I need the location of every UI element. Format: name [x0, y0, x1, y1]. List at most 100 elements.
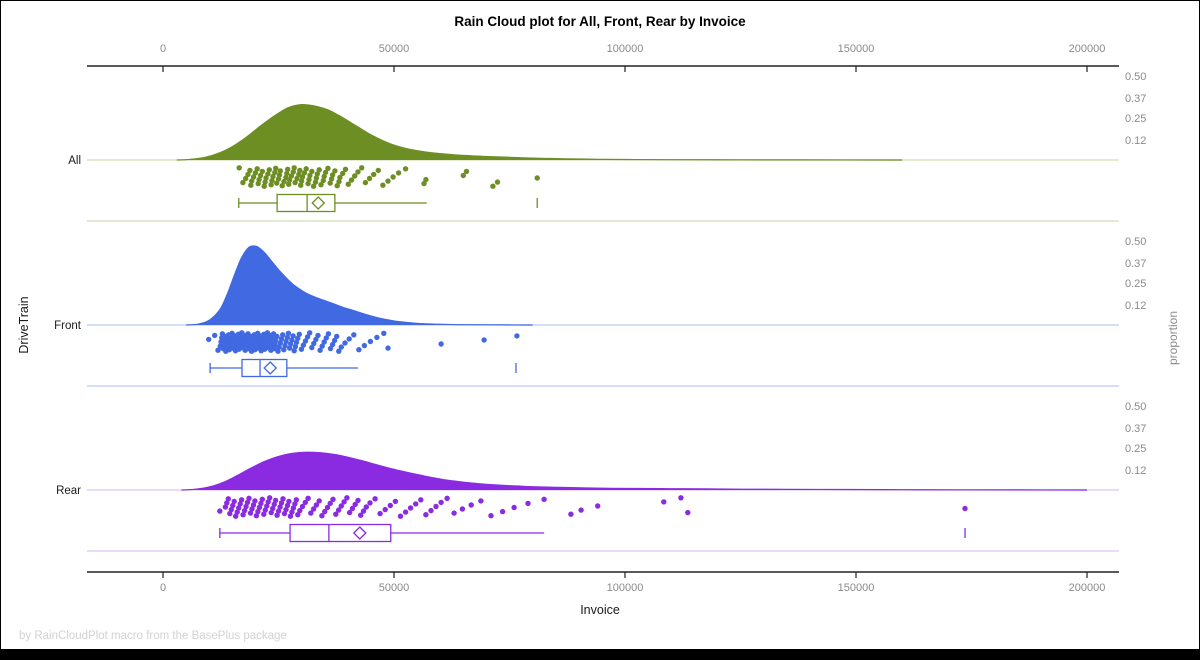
- rain-point-rear: [444, 495, 450, 501]
- category-label-all: All: [68, 155, 81, 167]
- rain-point-rear: [286, 498, 292, 505]
- rain-point-front: [206, 336, 212, 343]
- proportion-tick-label: 0.50: [1125, 71, 1146, 83]
- rain-point-all: [329, 172, 336, 178]
- rain-point-front: [374, 334, 380, 341]
- rain-point-all: [281, 178, 287, 185]
- rain-point-all: [327, 180, 333, 186]
- rain-point-front: [323, 335, 329, 341]
- category-label-front: Front: [54, 320, 82, 332]
- rain-point-front: [296, 331, 302, 337]
- rain-point-all: [274, 180, 280, 186]
- rain-point-rear: [264, 503, 270, 509]
- rain-point-rear: [287, 513, 294, 519]
- rain-point-rear: [255, 508, 261, 515]
- rain-point-rear: [433, 503, 439, 510]
- rain-point-rear: [283, 506, 289, 513]
- rain-point-rear: [295, 512, 301, 518]
- density-outline-front: [186, 245, 533, 326]
- rain-point-front: [361, 342, 368, 349]
- rain-point-all: [269, 177, 275, 184]
- rain-point-rear: [258, 500, 264, 507]
- category-label-rear: Rear: [56, 485, 81, 497]
- x-axis-tick-label: 150000: [838, 582, 875, 594]
- rain-point-front: [286, 345, 293, 351]
- rain-point-rear: [355, 497, 361, 504]
- rain-point-all: [297, 167, 303, 174]
- rain-point-rear: [511, 504, 517, 511]
- proportion-tick-label: 0.25: [1125, 113, 1146, 125]
- rain-point-all: [268, 182, 274, 188]
- x-axis-tick-label: 100000: [607, 582, 644, 594]
- rain-point-front: [302, 338, 309, 344]
- rain-point-rear: [330, 496, 336, 502]
- rain-point-all: [249, 178, 255, 184]
- rain-point-all: [348, 177, 355, 183]
- rain-point-front: [285, 330, 292, 336]
- x2-axis-tick-label: 100000: [607, 43, 644, 55]
- rain-point-all: [288, 173, 295, 179]
- rain-point-front: [351, 332, 357, 338]
- proportion-tick-label: 0.12: [1125, 135, 1146, 147]
- rain-point-rear: [253, 513, 260, 519]
- rain-point-rear: [392, 498, 399, 505]
- rain-point-rear: [413, 501, 419, 507]
- rain-point-front: [311, 340, 317, 347]
- rain-point-rear: [292, 501, 298, 507]
- rain-point-rear: [299, 503, 306, 510]
- rain-point-all: [494, 179, 501, 185]
- rain-point-all: [301, 170, 308, 176]
- rain-point-front: [282, 342, 288, 349]
- rain-point-front: [336, 348, 342, 354]
- rain-point-front: [292, 343, 299, 350]
- rain-point-all: [322, 169, 329, 176]
- rain-point-front: [280, 332, 286, 338]
- rain-point-front: [212, 332, 218, 339]
- rain-point-rear: [344, 495, 350, 501]
- rain-point-all: [254, 166, 260, 172]
- rain-point-front: [356, 347, 362, 353]
- rain-point-rear: [578, 507, 584, 513]
- rain-point-front: [274, 333, 280, 340]
- rain-point-all: [259, 168, 265, 175]
- rain-point-rear: [402, 509, 409, 515]
- rain-point-rear: [233, 513, 239, 519]
- x-axis-label: Invoice: [580, 603, 620, 617]
- rain-point-rear: [541, 496, 547, 502]
- x-axis-tick-label: 0: [160, 582, 166, 594]
- rain-point-front: [385, 345, 391, 351]
- rain-point-rear: [224, 500, 230, 506]
- rain-point-all: [359, 165, 365, 171]
- rain-point-rear: [270, 505, 276, 512]
- rain-point-rear: [217, 508, 223, 514]
- rain-point-rear: [387, 502, 393, 509]
- mean-diamond-rear: [352, 526, 367, 540]
- y-axis-label-drivetrain: DriveTrain: [17, 296, 31, 354]
- rain-point-front: [346, 336, 352, 342]
- rain-point-front: [327, 345, 334, 352]
- rain-point-rear: [238, 497, 245, 503]
- rain-point-rear: [272, 497, 279, 504]
- mean-diamond-all: [311, 196, 326, 210]
- rain-point-front: [298, 346, 305, 352]
- rain-point-all: [334, 183, 340, 189]
- rain-point-rear: [277, 504, 283, 510]
- rain-point-all: [286, 181, 292, 187]
- density-outline-all: [176, 103, 903, 161]
- rain-point-all: [336, 178, 342, 185]
- rain-point-all: [321, 173, 327, 180]
- rain-point-all: [313, 175, 320, 181]
- rain-point-all: [395, 170, 402, 176]
- proportion-tick-label: 0.25: [1125, 278, 1146, 290]
- rain-point-rear: [525, 500, 531, 507]
- rain-point-all: [276, 172, 283, 178]
- rain-point-rear: [241, 507, 248, 514]
- rain-point-rear: [595, 503, 601, 509]
- rain-point-rear: [438, 499, 444, 506]
- rain-point-front: [277, 340, 283, 346]
- rain-point-rear: [322, 508, 328, 515]
- proportion-tick-label: 0.50: [1125, 236, 1146, 248]
- rain-point-front: [325, 331, 332, 337]
- rain-point-all: [362, 179, 369, 186]
- rain-point-all: [460, 172, 466, 179]
